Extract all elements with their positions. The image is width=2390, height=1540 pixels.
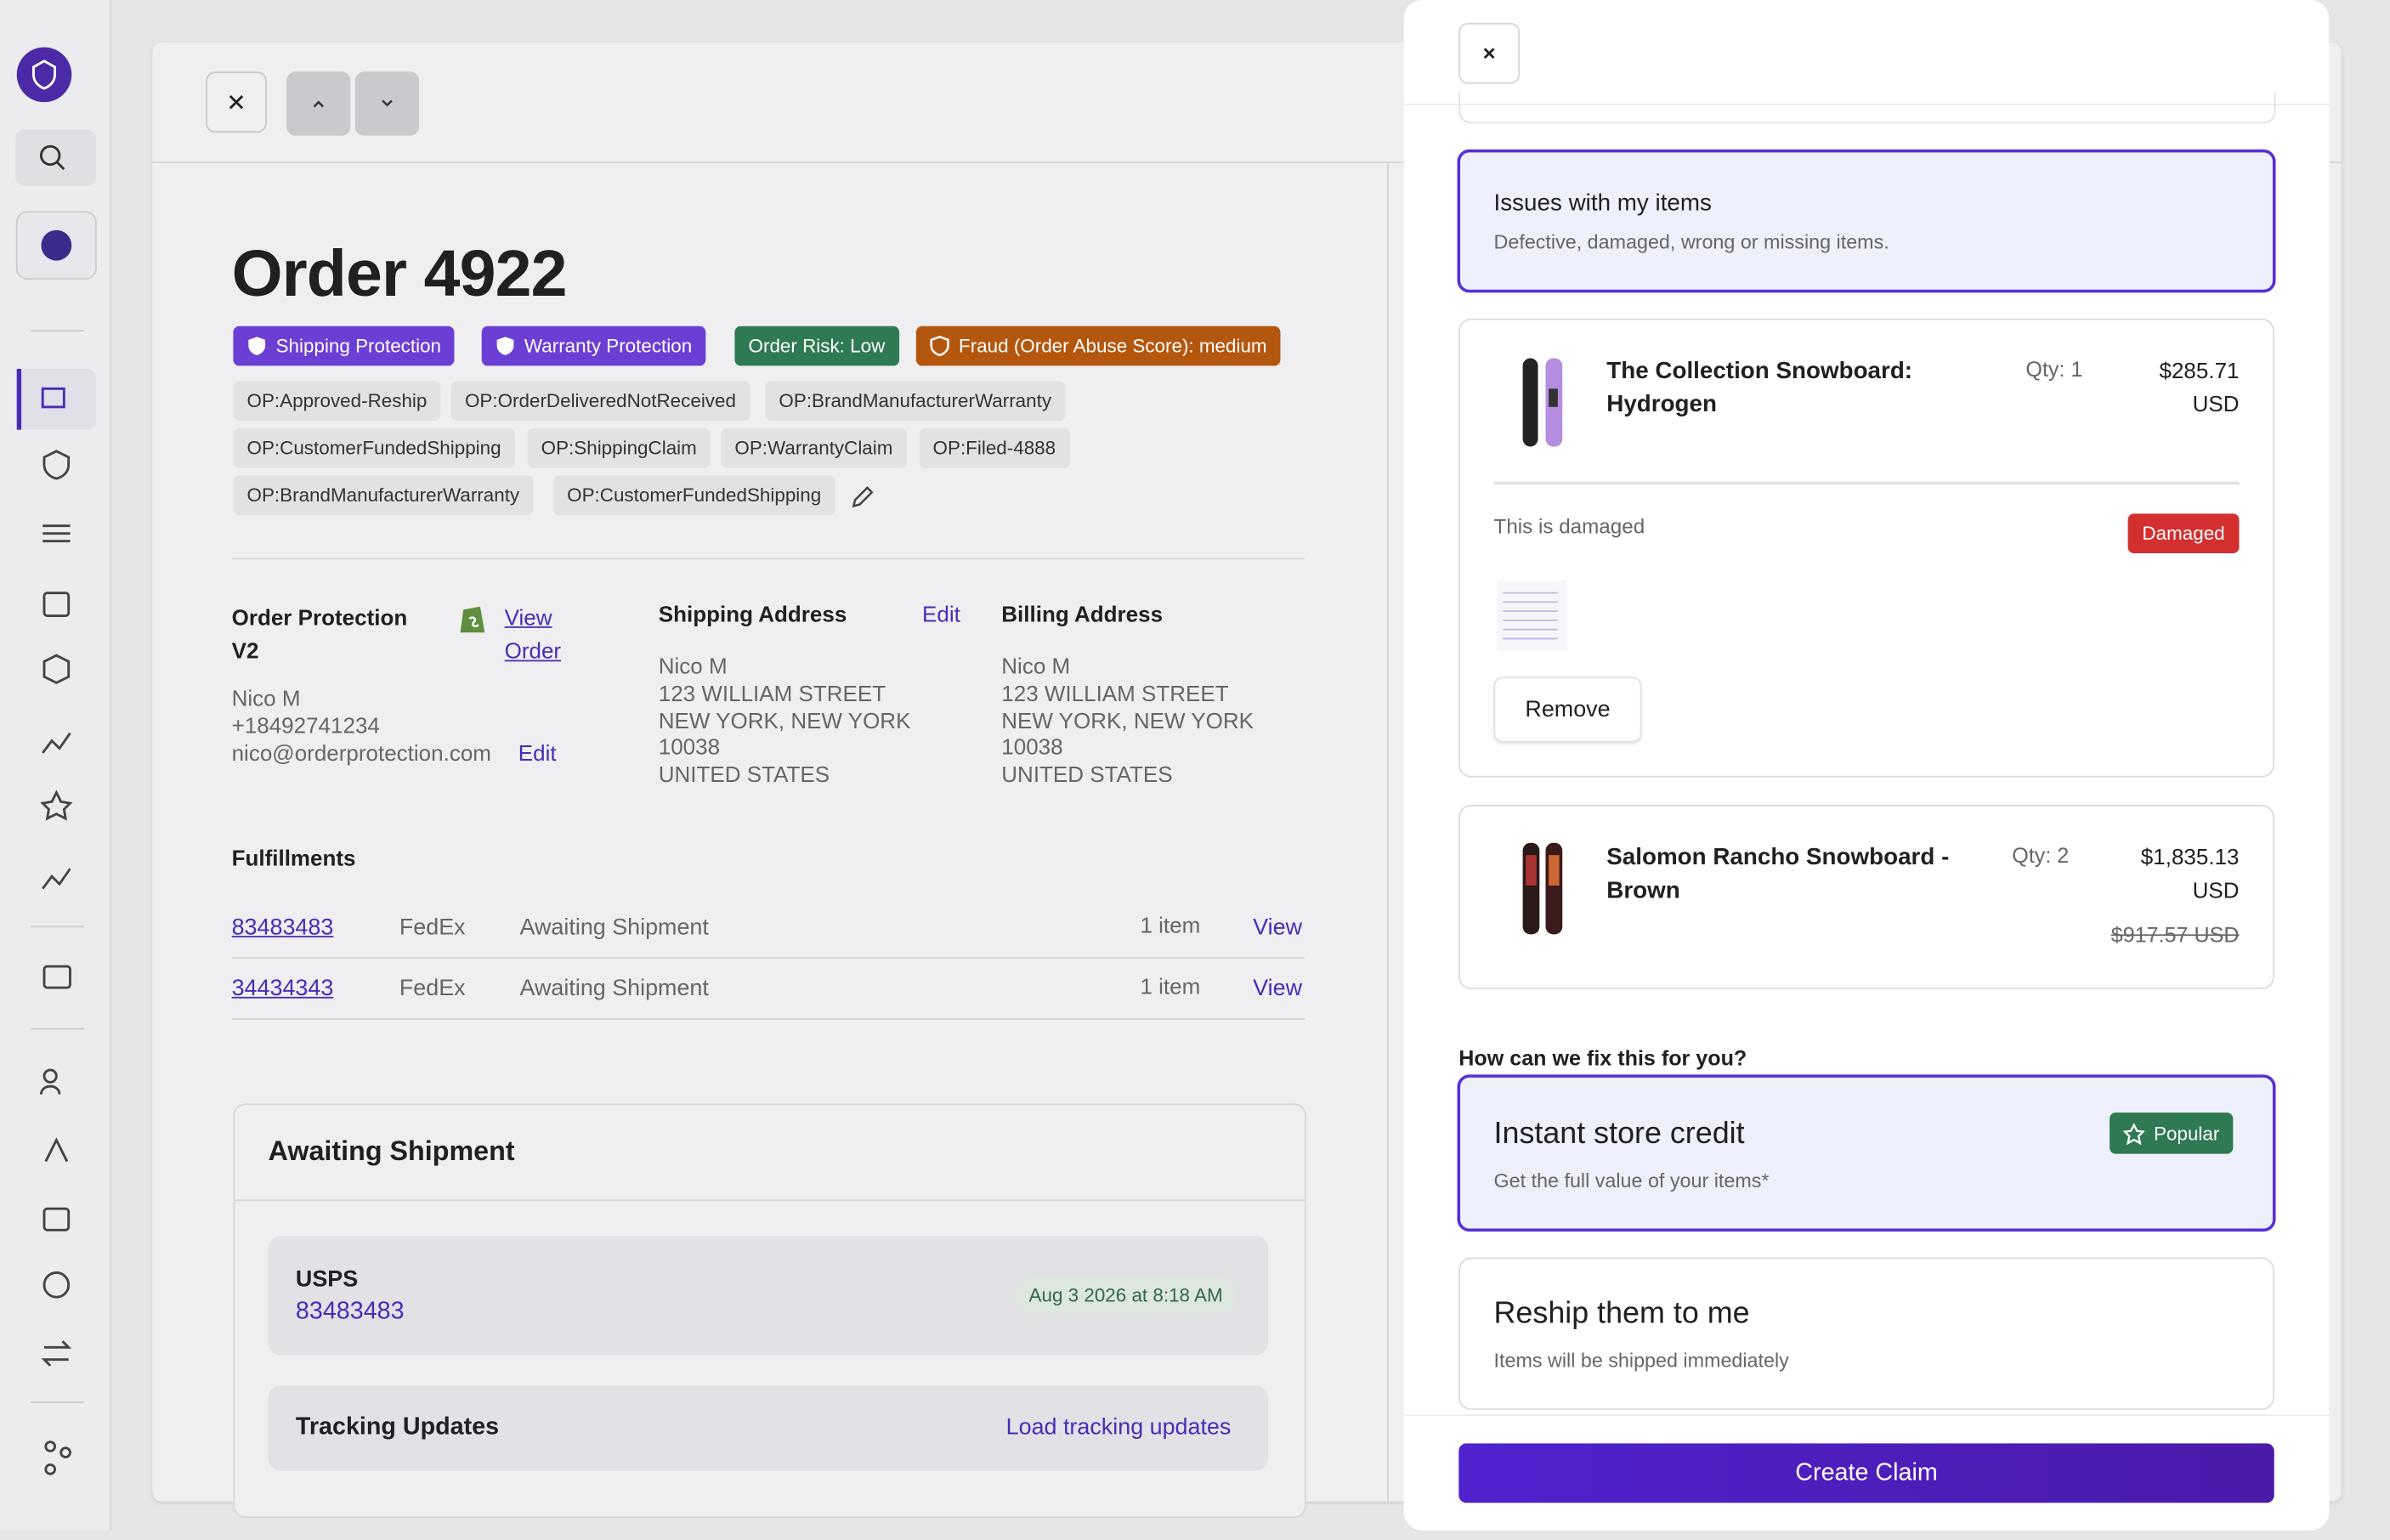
tag: OP:ShippingClaim [527, 427, 711, 468]
view-link[interactable]: View [1253, 914, 1303, 941]
view-link[interactable]: View [1253, 975, 1303, 1002]
customer-name: Nico M [231, 687, 301, 712]
tracking-number[interactable]: 83483483 [295, 1298, 405, 1325]
item-name: Salomon Rancho Snowboard - Brown [1606, 844, 1950, 904]
damaged-badge: Damaged [2127, 513, 2240, 554]
option-title: Instant store credit [1493, 1117, 1745, 1152]
tag: OP:Approved-Reship [233, 381, 441, 421]
badge: Shipping Protection [233, 326, 456, 366]
issue-subtitle: Defective, damaged, wrong or missing ite… [1493, 229, 1889, 253]
panel-close-button[interactable] [1458, 22, 1521, 84]
issue-option[interactable] [1457, 149, 2276, 293]
edit-email[interactable]: Edit [518, 742, 557, 767]
item-count: 1 item [1140, 914, 1201, 939]
billing-heading: Billing Address [1001, 603, 1164, 628]
item-card [1458, 804, 2274, 989]
issue-title: Issues with my items [1493, 190, 1712, 217]
order-title: Order 4922 [231, 237, 568, 311]
address-line: Nico M [1001, 655, 1071, 680]
badge-text: Fraud (Order Abuse Score): medium [959, 335, 1267, 357]
edit-tags-icon[interactable] [849, 484, 876, 511]
tag: OP:OrderDeliveredNotReceived [450, 381, 750, 421]
fulfillments-heading: Fulfillments [231, 847, 356, 872]
address-line: 10038 [1001, 736, 1063, 761]
sidebar-icons [14, 47, 97, 1475]
claim-panel: Issues with my items Defective, damaged,… [1403, 0, 2330, 1531]
carrier-name: USPS [295, 1266, 359, 1293]
item-count: 1 item [1140, 975, 1201, 1000]
next-button[interactable] [354, 71, 420, 136]
address-line: 10038 [658, 736, 721, 761]
fulfillment-id[interactable]: 83483483 [231, 914, 334, 941]
item-qty: Qty: 2 [2012, 842, 2070, 868]
tag: OP:WarrantyClaim [721, 427, 907, 468]
customer-email: nico@orderprotection.com [231, 742, 491, 767]
tracking-updates-title: Tracking Updates [295, 1414, 500, 1441]
attachment-thumbnail[interactable] [1497, 580, 1567, 651]
item-qty: Qty: 1 [2025, 356, 2083, 382]
item-note: This is damaged [1493, 515, 1645, 539]
badge: Warranty Protection [481, 326, 706, 366]
prev-button[interactable] [286, 71, 351, 136]
badge: Fraud (Order Abuse Score): medium [915, 326, 1281, 366]
status: Awaiting Shipment [519, 975, 709, 1002]
resolution-question: How can we fix this for you? [1458, 1045, 1747, 1070]
badge-text: Shipping Protection [275, 335, 442, 357]
shopify-icon [460, 606, 485, 633]
create-claim-button[interactable]: Create Claim [1458, 1443, 2274, 1503]
load-tracking-link[interactable]: Load tracking updates [1005, 1414, 1232, 1441]
product-image [1522, 358, 1563, 447]
address-line: UNITED STATES [658, 763, 830, 789]
address-line: NEW YORK, NEW YORK [658, 710, 911, 735]
address-line: 123 WILLIAM STREET [658, 682, 886, 708]
carrier: FedEx [399, 914, 466, 941]
item-price: $285.71 USD [2159, 360, 2240, 418]
sidebar [0, 0, 111, 1531]
fulfillment-id[interactable]: 34434343 [231, 975, 334, 1002]
customer-phone: +18492741234 [231, 715, 380, 739]
tag: OP:BrandManufacturerWarranty [233, 475, 534, 516]
option-subtitle: Items will be shipped immediately [1493, 1349, 1789, 1373]
address-line: Nico M [658, 655, 728, 680]
badge-text: Warranty Protection [524, 335, 693, 357]
item-original-price: $917.57 USD [2110, 922, 2240, 947]
tag: OP:Filed-4888 [919, 427, 1070, 468]
remove-button[interactable]: Remove [1493, 677, 1642, 743]
tag: OP:CustomerFundedShipping [553, 475, 835, 516]
status: Awaiting Shipment [519, 914, 709, 941]
carrier: FedEx [399, 975, 466, 1002]
store-name: Order Protection V2 [231, 606, 408, 665]
resolution-option[interactable] [1458, 1257, 2274, 1410]
shipment-title: Awaiting Shipment [268, 1135, 515, 1166]
address-line: NEW YORK, NEW YORK [1001, 710, 1254, 735]
item-price: $1,835.13 USD [2140, 846, 2240, 904]
view-order-link[interactable]: View Order [504, 606, 562, 665]
option-subtitle: Get the full value of your items* [1493, 1169, 1770, 1192]
badge: Order Risk: Low [734, 326, 899, 366]
tag: OP:BrandManufacturerWarranty [765, 381, 1066, 421]
option-title: Reship them to me [1493, 1297, 1750, 1331]
product-image [1522, 842, 1563, 935]
close-button[interactable] [206, 71, 267, 133]
badge-text: Order Risk: Low [748, 335, 886, 357]
shipment-date: Aug 3 2026 at 8:18 AM [1015, 1277, 1237, 1314]
tag: OP:CustomerFundedShipping [233, 427, 515, 468]
address-line: UNITED STATES [1001, 763, 1173, 789]
edit-shipping[interactable]: Edit [922, 603, 960, 628]
item-name: The Collection Snowboard: Hydrogen [1606, 358, 1913, 418]
popular-text: Popular [2154, 1122, 2220, 1144]
popular-badge: Popular [2110, 1113, 2234, 1154]
address-line: 123 WILLIAM STREET [1001, 682, 1229, 708]
shipping-heading: Shipping Address [658, 603, 847, 628]
